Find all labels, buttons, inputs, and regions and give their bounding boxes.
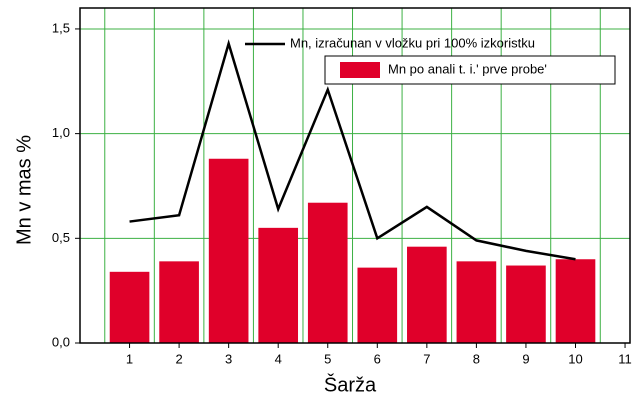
y-tick-label: 1,5 [52,20,70,35]
bar [159,261,199,343]
plot-frame [79,7,631,344]
x-tick-label: 11 [618,351,632,366]
line [129,39,576,261]
x-tick-label: 6 [374,351,381,366]
x-tick-label: 1 [126,351,133,366]
legend-swatch [340,62,380,78]
bar [407,246,447,343]
x-axis-label: Šarža [324,373,377,396]
bar [357,267,398,343]
bar [456,261,497,343]
legend-label: Mn po anali t. i.' prve probe' [388,61,547,76]
bar [506,265,546,343]
x-tick-label: 7 [423,351,430,366]
x-tick-label: 8 [473,351,480,366]
x-tick-label: 3 [225,351,232,366]
bar [109,271,150,343]
y-tick-label: 1,0 [52,125,70,140]
bar [258,227,299,343]
x-tick-label: 5 [324,351,331,366]
legend-label: Mn, izračunan v vložku pri 100% izkorist… [290,35,535,50]
y-tick-label: 0,0 [52,334,70,349]
y-axis-label: Mn v mas % [13,135,35,245]
y-tick-label: 0,5 [52,230,70,245]
bar [307,202,348,343]
bar [555,259,596,343]
x-tick-label: 2 [175,351,182,366]
x-tick-label: 4 [275,351,282,366]
x-tick-label: 9 [522,351,529,366]
x-tick-label: 10 [568,351,582,366]
bar [208,158,249,343]
